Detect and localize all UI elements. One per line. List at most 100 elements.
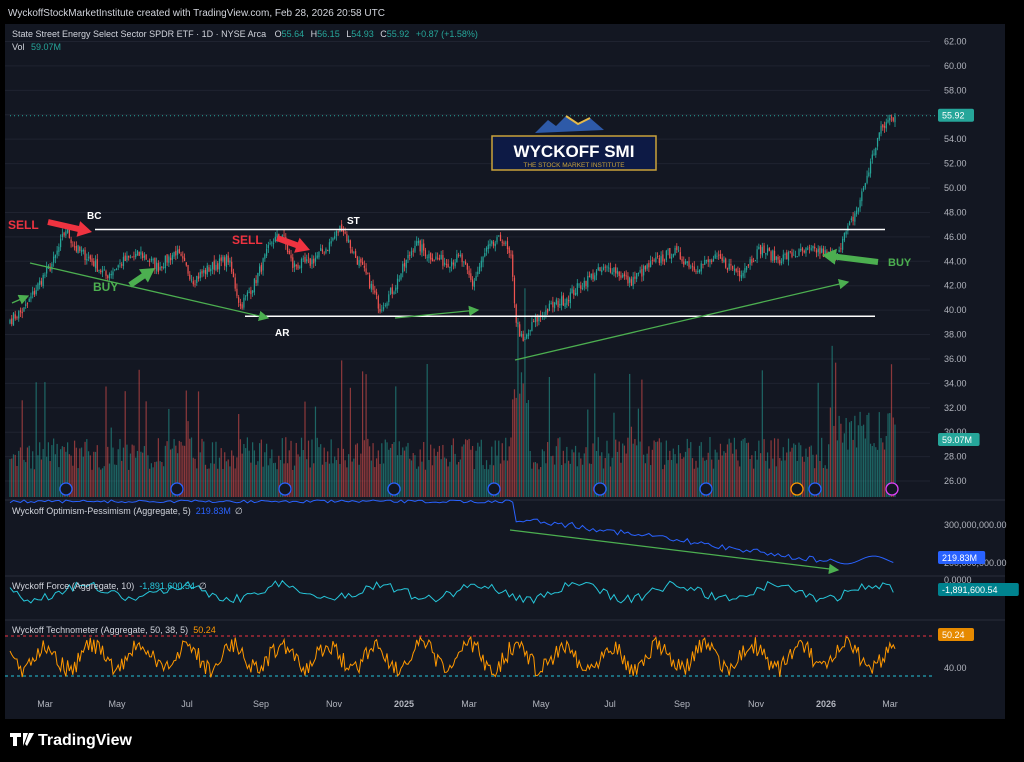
volume-bar [604,457,606,497]
volume-bar [438,445,441,497]
time-tick-label: Nov [748,699,765,709]
volume-bar [728,438,730,497]
candle-body [353,252,355,254]
volume-bar [683,457,685,497]
candle-body [629,277,631,283]
buy-arrow-right [822,248,879,265]
volume-bar [149,468,151,497]
candle-body [437,257,439,259]
candle-body [227,255,229,263]
candle-body [726,267,729,270]
sell-arrow-st [275,235,310,253]
volume-bar [156,461,158,497]
price-tick-label: 30.00 [944,427,967,437]
volume-bar [306,459,308,497]
volume-bar [213,463,215,497]
price-axis[interactable]: 62.0060.0058.0056.0054.0052.0050.0048.00… [938,37,1019,674]
price-tick-label: 62.00 [944,37,967,47]
volume-bar [409,458,411,497]
volume-bar [508,446,510,497]
candle-body [670,257,673,259]
volume-bar [665,440,667,497]
time-axis[interactable]: Mar May Jul Sep Nov 2025 Mar May Jul Sep Nov 2026 Ma… [37,699,898,709]
volume-bar [136,450,139,497]
volume-bar [328,463,331,497]
candle-body [281,235,283,238]
candle-body [559,303,561,306]
volume-bar [889,413,891,497]
candle-body [454,262,456,267]
volume-bar [114,464,116,497]
candle-body [60,238,62,248]
volume-bar [864,438,866,497]
candle-body [555,299,557,305]
tradingview-brand[interactable]: TradingView [10,732,133,749]
candle-body [574,292,577,296]
volume-bar [796,460,798,497]
candle-body [611,272,613,275]
candle-body [643,266,645,276]
candle-body [201,270,203,274]
candle-body [39,280,41,286]
candle-body [595,270,598,276]
candle-body [826,251,828,253]
candle-body [101,270,104,273]
candle-body [77,245,79,254]
candle-body [484,253,486,257]
volume-bar [740,440,743,497]
volume-bar [231,450,233,497]
candle-body [662,254,664,262]
candle-body [768,247,770,251]
volume-bar [131,444,133,497]
volume-bar [463,444,465,497]
candle-body [18,311,20,319]
volume-bar [32,451,34,497]
candle-body [550,302,552,304]
volume-bar [609,466,612,497]
volume-bar [332,463,334,497]
candle-body [169,257,172,261]
candle-body [845,231,847,235]
volume-bar [749,458,751,497]
candle-body [108,274,111,279]
volume-bar [670,459,673,497]
candle-body [299,266,301,268]
annotation-labels: SELL BC SELL ST BUY AR BUY [8,211,912,339]
volume-tag: 59.07M [942,435,972,445]
candle-body [19,310,22,313]
candle-body [142,253,144,259]
volume-bar [21,400,23,497]
candle-body [49,266,51,271]
candle-body [725,258,727,268]
volume-bar [545,463,547,497]
candle-body [379,308,381,312]
volume-bar [16,465,18,497]
candle-body [711,260,713,263]
volume-bar [245,448,247,497]
volume-bar [267,465,269,497]
volume-bar [822,467,825,497]
candle-body [44,274,46,276]
volume-bar [72,465,74,497]
volume-bar [868,412,870,497]
volume-bar [417,466,420,497]
volume-bar [464,439,467,497]
volume-bar [435,455,437,497]
volume-bar [477,442,479,497]
technometer-value-tag-bg [938,628,974,641]
candle-body [751,259,753,263]
volume-bar [410,460,413,497]
volume-bar [709,437,711,497]
volume-bar [115,464,118,497]
candle-body [875,147,877,156]
candle-body [798,249,800,256]
candle-body [53,256,55,263]
candle-body [407,255,409,259]
volume-bar [876,449,879,497]
candle-body [431,257,434,262]
volume-bar [217,468,219,497]
candle-body [775,256,777,260]
volume-bar [595,450,598,497]
candle-body [138,251,140,256]
volume-bar [700,442,702,497]
